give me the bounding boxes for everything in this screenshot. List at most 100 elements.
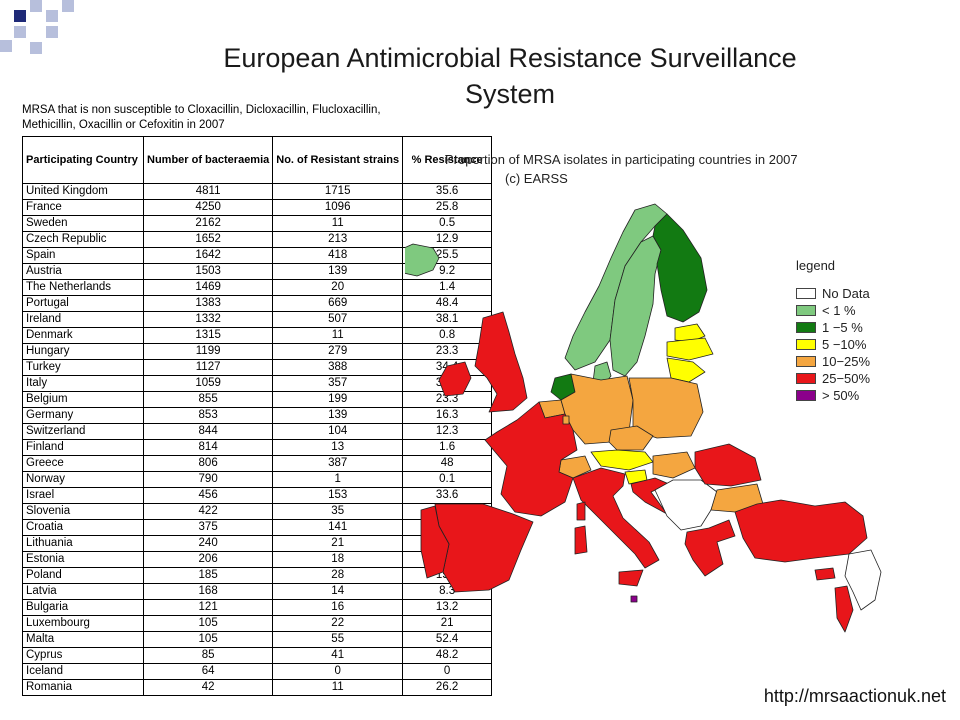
cell-country: Slovenia (22, 503, 144, 520)
cell-bacteraemia: 1332 (142, 311, 274, 328)
region-turkey (734, 499, 868, 563)
legend-item: 5 −10% (796, 336, 870, 353)
table-row: Israel 456 153 33.6 (22, 487, 493, 504)
cell-resistant-strains: 387 (272, 455, 404, 472)
table-row: Lithuania240218.8 (22, 535, 493, 552)
cell-resistant-strains: 55 (272, 631, 404, 648)
region-romania (694, 443, 762, 487)
cell-resistant-strains: 507 (272, 311, 404, 328)
cell-resistant-strains: 279 (272, 343, 404, 360)
cell-bacteraemia: 1503 (142, 263, 274, 280)
cell-country: Switzerland (22, 423, 144, 440)
legend-label: 5 −10% (822, 337, 867, 352)
cell-bacteraemia: 1199 (142, 343, 274, 360)
cell-resistance-percent: 0 (402, 663, 493, 680)
cell-country: France (22, 199, 144, 216)
corner-square-decoration (46, 10, 58, 22)
legend-label: 10−25% (822, 354, 871, 369)
region-austria (590, 449, 654, 471)
region-portugal (420, 505, 450, 579)
cell-country: Lithuania (22, 535, 144, 552)
header-resistance-percent: % Resistance (402, 136, 493, 184)
cell-country: Hungary (22, 343, 144, 360)
cell-resistant-strains: 21 (272, 535, 404, 552)
cell-resistant-strains: 41 (272, 647, 404, 664)
cell-resistant-strains: 139 (272, 263, 404, 280)
cell-resistant-strains: 418 (272, 247, 404, 264)
region-luxembourg (562, 415, 570, 425)
cell-country: Cyprus (22, 647, 144, 664)
cell-country: Turkey (22, 359, 144, 376)
table-row: Germany 853 139 16.3 (22, 407, 493, 424)
cell-country: Bulgaria (22, 599, 144, 616)
legend-swatch (796, 305, 816, 316)
cell-country: Poland (22, 567, 144, 584)
table-row: Sweden 2162 11 0.5 (22, 215, 493, 232)
cell-bacteraemia: 1383 (142, 295, 274, 312)
cell-country: Luxembourg (22, 615, 144, 632)
header-resistant-strains: No. of Resistant strains (272, 136, 404, 184)
header-bacteraemia: Number of bacteraemia (142, 136, 274, 184)
cell-bacteraemia: 855 (142, 391, 274, 408)
legend-swatch (796, 356, 816, 367)
region-cyprus (814, 567, 836, 581)
region-finland (652, 213, 708, 323)
cell-country: The Netherlands (22, 279, 144, 296)
cell-bacteraemia: 1469 (142, 279, 274, 296)
table-row: The Netherlands 1469 20 1.4 (22, 279, 493, 296)
cell-bacteraemia: 375 (142, 519, 274, 536)
region-israel (834, 585, 854, 633)
table-row: Belgium 855 199 23.3 (22, 391, 493, 408)
cell-bacteraemia: 1059 (142, 375, 274, 392)
cell-country: United Kingdom (22, 183, 144, 200)
region-corsica (576, 501, 586, 521)
region-poland (628, 377, 704, 439)
table-row: Malta 105 55 52.4 (22, 631, 493, 648)
table-row: Norway 790 1 0.1 (22, 471, 493, 488)
cell-resistant-strains: 22 (272, 615, 404, 632)
legend-swatch (796, 288, 816, 299)
legend-swatch (796, 339, 816, 350)
cell-country: Czech Republic (22, 231, 144, 248)
region-sardinia (574, 525, 588, 555)
legend-swatch (796, 390, 816, 401)
cell-resistant-strains: 28 (272, 567, 404, 584)
legend-item: No Data (796, 285, 870, 302)
region-germany (560, 373, 634, 445)
legend-label: No Data (822, 286, 870, 301)
cell-resistant-strains: 13 (272, 439, 404, 456)
cell-resistant-strains: 388 (272, 359, 404, 376)
table-row: Romania 42 11 26.2 (22, 679, 493, 696)
table-row: Cyprus 85 41 48.2 (22, 647, 493, 664)
table-body: United Kingdom 4811 1715 35.6 France 4250 1096… (22, 183, 493, 696)
map-title-line: Proportion of MRSA isolates in participa… (445, 152, 798, 167)
region-lithuania (666, 357, 706, 383)
cell-resistant-strains: 1 (272, 471, 404, 488)
region-iceland (392, 243, 440, 277)
cell-bacteraemia: 4811 (142, 183, 274, 200)
region-malta (630, 595, 638, 603)
map-title: Proportion of MRSA isolates in participa… (445, 150, 798, 188)
legend-swatch (796, 373, 816, 384)
cell-resistance-percent: 26.2 (402, 679, 493, 696)
map-legend: legend No Data < 1 % 1 −5 % 5 −10% 10−25% 25−… (796, 258, 870, 404)
cell-resistant-strains: 11 (272, 679, 404, 696)
table-row: Spain 1642 418 25.5 (22, 247, 493, 264)
legend-rows: No Data < 1 % 1 −5 % 5 −10% 10−25% 25−50% > 50… (796, 285, 870, 404)
legend-label: 25−50% (822, 371, 871, 386)
cell-country: Belgium (22, 391, 144, 408)
region-spain (434, 503, 534, 593)
source-url[interactable]: http://mrsaactionuk.net (763, 686, 946, 706)
legend-swatch (796, 322, 816, 333)
region-sicily (618, 569, 644, 587)
cell-bacteraemia: 2162 (142, 215, 274, 232)
resistance-table-container: Participating Country Number of bacterae… (22, 136, 493, 696)
cell-bacteraemia: 1315 (142, 327, 274, 344)
legend-label: > 50% (822, 388, 860, 403)
table-row: Denmark 1315 11 0.8 (22, 327, 493, 344)
cell-bacteraemia: 105 (142, 615, 274, 632)
cell-country: Romania (22, 679, 144, 696)
region-ireland (438, 361, 472, 397)
legend-item: 25−50% (796, 370, 870, 387)
table-caption: MRSA that is non susceptible to Cloxacil… (22, 104, 381, 131)
